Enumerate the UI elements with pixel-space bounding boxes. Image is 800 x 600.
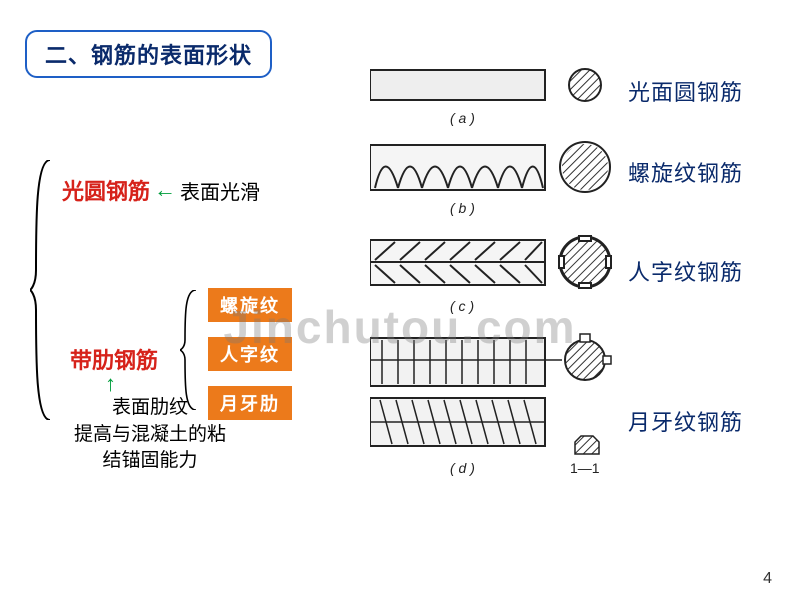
tag-spiral: 螺旋纹 xyxy=(208,288,292,322)
right-label-2: 螺旋纹钢筋 xyxy=(628,156,743,188)
right-label-1: 光面圆钢筋 xyxy=(628,75,743,107)
fig-label-a: ( a ) xyxy=(450,110,475,126)
brace-sub-icon xyxy=(180,290,198,410)
section-title: 二、钢筋的表面形状 xyxy=(45,43,252,68)
fig-label-d: ( d ) xyxy=(450,460,475,476)
right-label-3: 人字纹钢筋 xyxy=(628,255,743,287)
type1-row: 光圆钢筋 ← 表面光滑 xyxy=(62,174,260,206)
note-line2: 提高与混凝土的粘 xyxy=(40,422,260,449)
type1-name: 光圆钢筋 xyxy=(62,174,150,206)
fig-label-11: 1—1 xyxy=(570,460,600,476)
rebar-figure: ( a ) ( b ) ( c ) ( d ) 1—1 光面圆钢筋 螺旋纹钢筋 … xyxy=(370,60,780,540)
brace-main-icon xyxy=(30,160,52,420)
right-label-4: 月牙纹钢筋 xyxy=(628,405,743,437)
section-title-box: 二、钢筋的表面形状 xyxy=(25,30,272,78)
note-line3: 结锚固能力 xyxy=(40,448,260,475)
rebar-svg-icon xyxy=(370,60,630,490)
type1-desc: 表面光滑 xyxy=(180,176,260,205)
tag-herringbone: 人字纹 xyxy=(208,337,292,371)
fig-label-b: ( b ) xyxy=(450,200,475,216)
arrow-up-icon: ↑ xyxy=(105,371,116,397)
arrow-left-icon: ← xyxy=(154,177,176,203)
slide: 二、钢筋的表面形状 光圆钢筋 ← 表面光滑 带肋钢筋 ↑ 表面肋纹 提高与混凝土… xyxy=(0,0,800,600)
tag-crescent: 月牙肋 xyxy=(208,386,292,420)
page-number: 4 xyxy=(763,570,772,588)
fig-label-c: ( c ) xyxy=(450,298,474,314)
